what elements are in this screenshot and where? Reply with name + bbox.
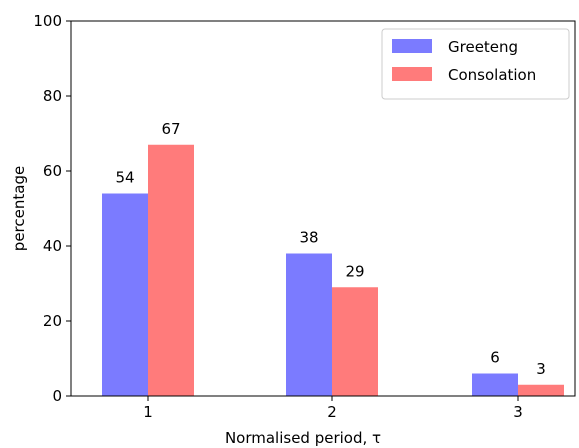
bar-consolation-1 (148, 144, 194, 396)
bar-greeteng-3 (472, 373, 518, 396)
y-tick-label: 20 (43, 312, 62, 330)
data-label-greeteng-1: 54 (115, 169, 134, 187)
y-tick-label: 40 (43, 237, 62, 255)
y-axis: 0 20 40 60 80 100 (33, 12, 71, 405)
axes-frame (70, 20, 576, 397)
y-tick-label: 60 (43, 162, 62, 180)
x-tick-label: 1 (143, 403, 153, 421)
x-axis-label: Normalised period, τ (225, 429, 381, 447)
y-tick-label: 80 (43, 87, 62, 105)
legend-swatch-greeteng (392, 39, 432, 53)
x-tick-label: 3 (513, 403, 523, 421)
data-label-consolation-2: 29 (345, 262, 364, 280)
bar-greeteng-2 (286, 253, 332, 396)
x-tick-label: 2 (327, 403, 337, 421)
bar-greeteng-1 (102, 193, 148, 396)
plot-area: 54 67 38 29 6 3 (102, 120, 564, 396)
bar-consolation-3 (518, 384, 564, 396)
y-tick-label: 0 (52, 387, 62, 405)
data-label-consolation-1: 67 (161, 120, 180, 138)
legend-swatch-consolation (392, 67, 432, 81)
legend: Greeteng Consolation (381, 28, 570, 100)
data-label-greeteng-3: 6 (490, 349, 500, 367)
data-label-greeteng-2: 38 (299, 229, 318, 247)
y-tick-label: 100 (33, 12, 62, 30)
legend-label-consolation: Consolation (448, 66, 536, 84)
legend-label-greeteng: Greeteng (448, 38, 518, 56)
x-axis: 1 2 3 (143, 396, 523, 421)
bar-consolation-2 (332, 287, 378, 396)
data-label-consolation-3: 3 (536, 360, 546, 378)
y-axis-label: percentage (10, 166, 28, 251)
